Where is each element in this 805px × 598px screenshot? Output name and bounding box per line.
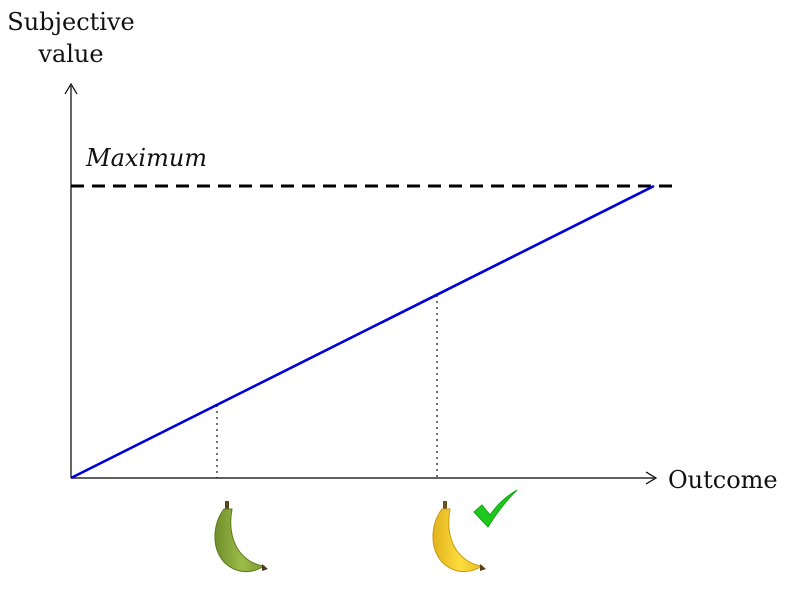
checkmark-icon [473,489,518,528]
yellow-banana-icon [432,501,486,572]
y-axis-label-line1: Subjective [7,8,134,36]
value-line [70,184,655,480]
maximum-label: Maximum [85,144,207,172]
x-axis-label: Outcome [668,466,778,494]
green-banana-icon [214,501,268,572]
y-axis-label-line2: value [37,40,103,68]
y-axis-arrow [64,82,78,95]
x-axis-arrow [645,471,658,485]
